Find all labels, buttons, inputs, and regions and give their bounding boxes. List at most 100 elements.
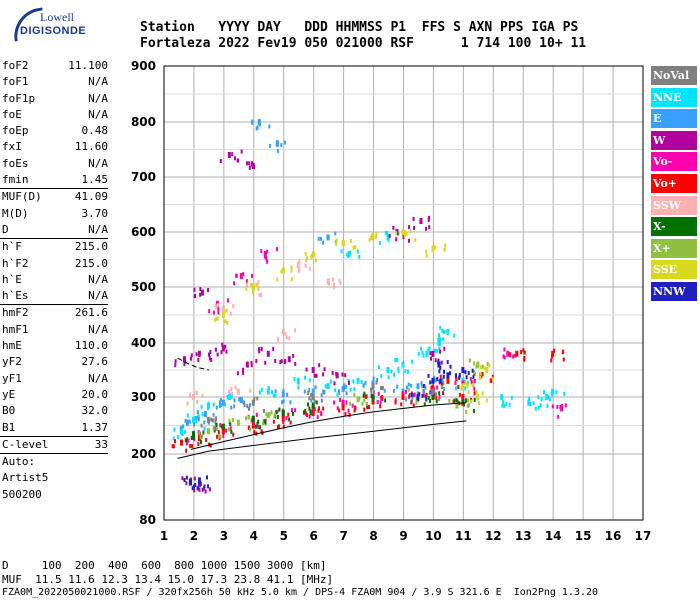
data-point-sse [405, 231, 408, 236]
data-point-sse [304, 251, 307, 256]
data-point-e [195, 416, 198, 421]
data-point-w [427, 217, 430, 222]
data-point-sse [425, 253, 428, 258]
data-point-noval [211, 418, 214, 423]
data-point-w [274, 358, 277, 363]
data-point-nne [193, 416, 196, 421]
data-point-nnw [442, 369, 445, 374]
data-point-nnw [465, 375, 468, 380]
data-point-x [268, 412, 271, 417]
data-point-vo [245, 279, 248, 284]
data-point-nne [438, 341, 441, 346]
data-point-nnw [205, 475, 208, 480]
data-point-nne [438, 333, 441, 338]
data-point-vo [503, 355, 506, 360]
data-point-vo [376, 399, 379, 404]
data-point-sse [349, 238, 352, 243]
footer-muf-row: MUF 11.5 11.6 12.3 13.4 15.0 17.3 23.8 4… [2, 573, 334, 586]
legend-item-sse: SSE [651, 260, 697, 280]
data-point-x [261, 421, 264, 426]
param-group-freq: foF2 11.100 foF1 N/A foF1p N/A foE N/A foEp 0… [0, 58, 112, 188]
data-point-sse [313, 252, 316, 257]
data-point-vo [185, 448, 188, 453]
data-point-sse [226, 320, 229, 325]
data-point-x [190, 435, 193, 440]
data-point-w [284, 358, 287, 363]
data-point-vo [442, 391, 445, 396]
data-point-vo [255, 412, 258, 417]
data-point-vo [550, 358, 553, 363]
x-tick-label: 10 [425, 529, 442, 543]
data-point-sse [461, 383, 465, 390]
data-point-e [251, 120, 254, 125]
data-point-w [240, 149, 243, 154]
legend: NoVal NNE E W Vo- Vo+ SSW X- X+ SSE NNW [651, 66, 697, 304]
data-point-sse [251, 283, 254, 288]
data-point-vo [260, 429, 263, 434]
data-point-nne [425, 350, 429, 357]
param-key: fmin [2, 173, 29, 187]
data-point-vo [364, 394, 367, 399]
data-point-x [215, 426, 218, 431]
data-point-sse [414, 238, 417, 243]
data-point-nnw [410, 392, 413, 397]
data-point-w [250, 363, 253, 368]
data-point-e [289, 400, 292, 405]
param-key: D [2, 222, 9, 236]
data-point-vo [306, 413, 309, 418]
legend-item-w: W [651, 130, 697, 150]
data-point-x [198, 430, 201, 435]
data-point-vo [272, 419, 275, 424]
data-point-nne [353, 387, 356, 392]
data-point-vo [322, 406, 325, 411]
param-row: yE 20.0 [0, 387, 112, 403]
data-point-w [430, 356, 433, 361]
legend-item-ssw: SSW [651, 195, 697, 215]
data-point-x [213, 428, 216, 433]
data-point-x [466, 398, 469, 403]
data-point-vo [253, 429, 256, 434]
param-key: hmE [2, 339, 22, 353]
data-point-sse [479, 371, 482, 376]
param-value: 261.6 [74, 306, 108, 320]
data-point-noval [308, 396, 311, 401]
data-point-noval [379, 386, 382, 391]
data-point-sse [476, 396, 479, 401]
data-point-w [182, 356, 186, 363]
data-point-ssw [284, 331, 287, 336]
data-point-e [196, 410, 199, 415]
data-point-vo [522, 348, 525, 353]
data-point-nne [224, 402, 227, 407]
data-point-vo [318, 406, 321, 411]
data-point-nnw [467, 371, 470, 376]
data-point-nne [220, 402, 223, 407]
data-point-vo [289, 420, 292, 425]
data-point-vo [338, 408, 341, 413]
data-point-nnw [429, 380, 432, 385]
data-point-e [280, 143, 283, 148]
x-tick-label: 11 [455, 529, 472, 543]
data-point-nne [455, 386, 458, 391]
data-point-e [362, 383, 365, 388]
data-point-vo [523, 350, 526, 355]
data-point-vo [225, 428, 228, 433]
data-point-w [219, 159, 222, 164]
data-point-vo [551, 350, 555, 357]
data-point-sse [460, 386, 463, 391]
x-tick-label: 12 [485, 529, 502, 543]
param-row: h`Es N/A [0, 288, 112, 304]
data-point-w [292, 353, 295, 358]
data-point-vo [431, 384, 434, 389]
data-point-nne [537, 405, 540, 410]
data-point-w [214, 347, 217, 352]
data-point-vo [394, 398, 397, 403]
data-point-nne [466, 380, 469, 385]
data-point-w [207, 288, 210, 293]
data-point-nne [378, 365, 381, 370]
data-point-vo [553, 348, 556, 353]
data-point-e [218, 403, 221, 408]
x-tick-label: 13 [515, 529, 532, 543]
data-point-nnw [446, 359, 449, 364]
x-tick-label: 1 [160, 529, 168, 543]
data-point-e [396, 384, 399, 389]
